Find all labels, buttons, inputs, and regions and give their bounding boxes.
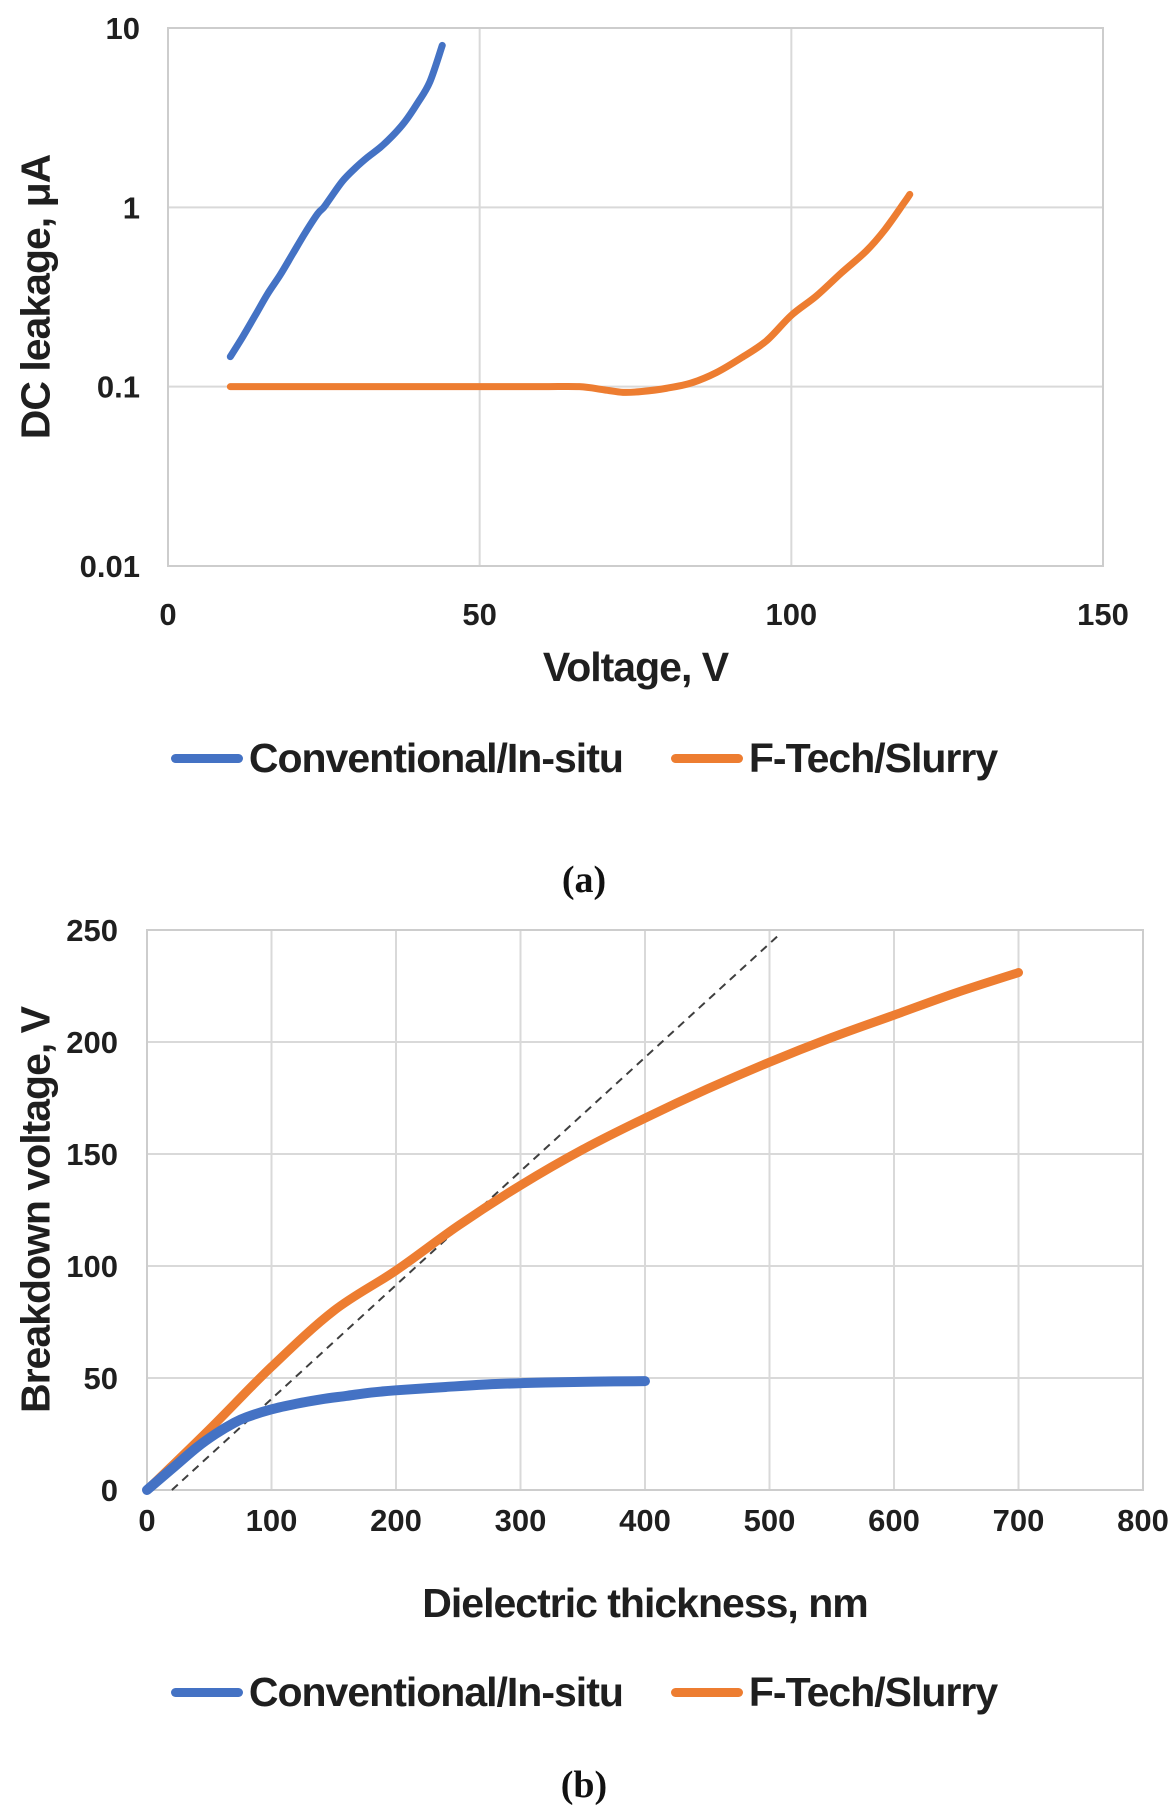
- legend-item-f-tech-slurry: F-Tech/Slurry: [670, 1668, 998, 1716]
- chart-b-legend: Conventional/In-situ F-Tech/Slurry: [0, 1662, 1168, 1722]
- y-tick-label: 50: [84, 1361, 118, 1396]
- x-tick-label: 150: [1077, 597, 1129, 632]
- series-line-f-tech-slurry: [226, 190, 914, 396]
- x-tick-label: 50: [462, 597, 496, 632]
- series-line-f-tech-slurry: [142, 968, 1023, 1495]
- x-tick-label: 200: [370, 1503, 422, 1538]
- chart-a-plot-area: 0 50 100 150 0.01 0.1 1 10: [80, 11, 1129, 632]
- x-tick-label: 500: [744, 1503, 796, 1538]
- legend-label: F-Tech/Slurry: [748, 1668, 998, 1715]
- x-tick-label: 0: [138, 1503, 155, 1538]
- y-tick-label: 0.01: [80, 549, 140, 584]
- chart-a-legend: Conventional/In-situ F-Tech/Slurry: [0, 728, 1168, 788]
- series-line-conventional-in-situ: [142, 1376, 650, 1495]
- legend-label: Conventional/In-situ: [248, 734, 624, 781]
- y-tick-label: 0: [101, 1473, 118, 1508]
- chart-b-y-axis-title: Breakdown voltage, V: [12, 1006, 59, 1414]
- chart-b-x-axis-title: Dielectric thickness, nm: [422, 1580, 868, 1626]
- y-tick-label: 1: [123, 190, 140, 225]
- caption-b: (b): [560, 1764, 608, 1806]
- panel-a: 0 50 100 150 0.01 0.1 1 10 DC leakage, μA Volta…: [0, 11, 1168, 901]
- legend-label: F-Tech/Slurry: [748, 734, 998, 781]
- panel-b: 0 100 200 300 400 500 600 700 800 0 50 100 150 200 250…: [0, 905, 1168, 1806]
- legend-item-conventional-in-situ: Conventional/In-situ: [170, 1668, 624, 1716]
- legend-line-swatch: [670, 1687, 743, 1697]
- x-tick-label: 300: [495, 1503, 547, 1538]
- series-line-conventional-in-situ: [226, 41, 446, 361]
- x-tick-label: 700: [993, 1503, 1045, 1538]
- x-tick-label: 0: [159, 597, 176, 632]
- x-tick-label: 400: [619, 1503, 671, 1538]
- legend-label: Conventional/In-situ: [248, 1668, 624, 1715]
- y-tick-label: 0.1: [97, 370, 140, 405]
- chart-a-y-axis-title: DC leakage, μA: [12, 154, 59, 440]
- y-tick-label: 10: [106, 11, 140, 46]
- x-tick-label: 100: [246, 1503, 298, 1538]
- legend-line-swatch: [170, 753, 243, 763]
- x-tick-label: 600: [868, 1503, 920, 1538]
- legend-item-f-tech-slurry: F-Tech/Slurry: [670, 734, 998, 782]
- chart-a-x-axis-title: Voltage, V: [542, 644, 729, 690]
- y-tick-label: 150: [66, 1137, 118, 1172]
- legend-line-swatch: [670, 753, 743, 763]
- plot-frame: [167, 27, 1104, 567]
- x-tick-label: 800: [1117, 1503, 1168, 1538]
- legend-item-conventional-in-situ: Conventional/In-situ: [170, 734, 624, 782]
- chart-b-plot-area: 0 100 200 300 400 500 600 700 800 0 50 100 150 200 250: [66, 913, 1168, 1538]
- caption-a: (a): [561, 859, 607, 901]
- y-tick-label: 250: [66, 913, 118, 948]
- plot-frame: [146, 929, 1144, 1491]
- y-tick-label: 100: [66, 1249, 118, 1284]
- x-tick-label: 100: [765, 597, 817, 632]
- y-tick-label: 200: [66, 1025, 118, 1060]
- legend-line-swatch: [170, 1687, 243, 1697]
